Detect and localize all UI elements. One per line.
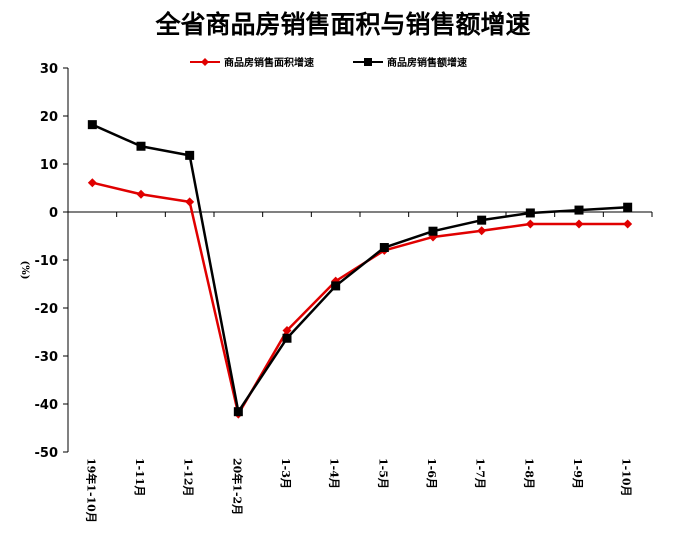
data-point: [136, 189, 146, 199]
data-point: [185, 150, 195, 160]
series-line: [92, 181, 628, 416]
x-tick-label: 1-3月: [279, 458, 292, 489]
data-point: [574, 205, 584, 215]
y-tick-label: 0: [49, 206, 58, 221]
y-tick-label: -30: [35, 350, 59, 365]
data-point: [379, 243, 389, 253]
y-tick-label: -40: [35, 398, 59, 413]
y-tick-label: 20: [40, 110, 58, 125]
x-tick-label: 20年1-2月: [230, 458, 244, 515]
data-point: [574, 219, 584, 229]
series-amount: [87, 120, 633, 417]
data-point: [623, 219, 633, 229]
data-point: [282, 333, 292, 343]
legend-label-area: 商品房销售面积增速: [224, 56, 314, 69]
y-tick-label: -50: [35, 446, 59, 461]
data-point: [87, 120, 97, 130]
x-tick-label: 1-10月: [620, 458, 633, 497]
legend: 商品房销售面积增速 商品房销售额增速: [190, 56, 467, 69]
data-point: [477, 226, 487, 236]
x-tick-label: 1-7月: [474, 458, 487, 489]
y-tick-label: 10: [40, 158, 58, 173]
y-tick-label: -20: [35, 302, 59, 317]
legend-label-amount: 商品房销售额增速: [387, 56, 467, 69]
series-line: [91, 123, 628, 413]
x-tick-label: 1-4月: [328, 458, 341, 489]
x-tick-label: 1-11月: [133, 458, 146, 497]
x-tick-label: 1-6月: [425, 458, 438, 489]
x-tick-label: 19年1-10月: [84, 458, 98, 523]
y-axis: 30 20 10 0 -10 -20 -30 -40 -50: [35, 62, 69, 461]
x-axis: 19年1-10月 1-11月 1-12月 20年1-2月 1-3月 1-4月 1-5月 1-6…: [67, 211, 653, 523]
data-point: [136, 141, 146, 151]
series-layer: [87, 120, 633, 419]
data-point: [233, 407, 243, 417]
legend-marker-area: [201, 58, 209, 66]
x-tick-label: 1-5月: [376, 458, 389, 489]
x-tick-label: 1-9月: [571, 458, 584, 489]
data-point: [525, 219, 535, 229]
data-point: [623, 202, 633, 212]
data-point: [428, 226, 438, 236]
x-tick-label: 1-12月: [182, 458, 195, 497]
x-tick-label: 1-8月: [522, 458, 535, 489]
data-point: [185, 197, 195, 207]
data-point: [477, 215, 487, 225]
legend-item-amount: 商品房销售额增速: [353, 56, 467, 69]
data-point: [282, 326, 292, 336]
y-tick-label: 30: [40, 62, 58, 77]
legend-marker-amount: [364, 58, 372, 66]
chart-title: 全省商品房销售面积与销售额增速: [154, 10, 530, 39]
data-point: [331, 281, 341, 291]
y-tick-label: -10: [35, 254, 59, 269]
data-point: [87, 178, 97, 188]
legend-item-area: 商品房销售面积增速: [190, 56, 314, 69]
y-axis-label: (%): [19, 261, 30, 280]
data-point: [525, 208, 535, 218]
